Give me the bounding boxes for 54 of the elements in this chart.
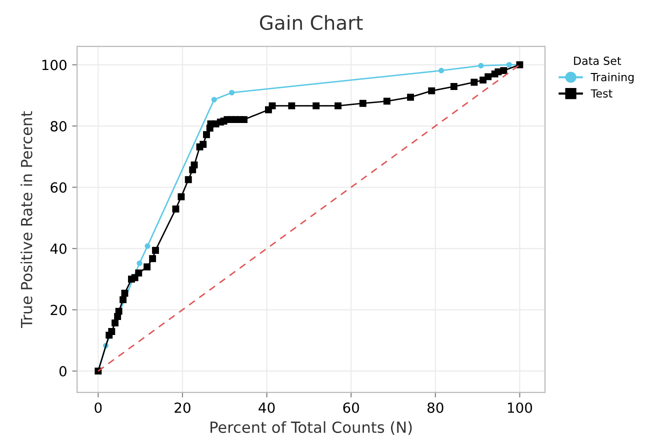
point (428, 87, 436, 94)
point (211, 96, 217, 102)
point (200, 140, 207, 148)
point (136, 260, 142, 266)
point (480, 76, 486, 84)
point (383, 98, 390, 105)
x-tick-label: 100 (508, 402, 532, 413)
point (268, 102, 276, 110)
y-tick-label: 80 (50, 120, 66, 132)
point (144, 243, 150, 249)
y-tick-label: 0 (59, 366, 66, 377)
x-tick-label: 80 (428, 402, 444, 413)
point (144, 263, 151, 270)
x-tick-label: 0 (94, 402, 102, 413)
x-axis-title: Percent of Total Counts (N) (210, 421, 412, 435)
point (438, 68, 444, 74)
y-tick-label: 40 (50, 243, 66, 254)
point (500, 67, 508, 74)
point (135, 270, 142, 277)
point (229, 90, 235, 96)
point (407, 94, 414, 101)
point (108, 328, 116, 336)
point (190, 161, 198, 168)
y-tick-label: 20 (50, 304, 66, 316)
x-tick-label: 40 (258, 402, 275, 413)
point (178, 193, 185, 200)
legend-label: Test (590, 89, 612, 98)
point (484, 73, 492, 80)
point (120, 296, 127, 304)
point (470, 78, 478, 86)
point (334, 102, 342, 110)
point (506, 62, 512, 68)
y-tick-label: 100 (42, 60, 66, 70)
point (478, 62, 484, 68)
y-axis-title: True Positive Rate in Percent (20, 111, 32, 328)
point (184, 176, 192, 184)
x-tick-label: 20 (174, 402, 190, 413)
legend-title: Data Set (574, 56, 622, 65)
point (152, 246, 159, 254)
point (112, 319, 119, 326)
point (240, 116, 248, 124)
point (172, 206, 180, 212)
y-tick-label: 60 (50, 182, 66, 193)
x-tick-label: 60 (343, 402, 360, 413)
chart-title: Gain Chart (260, 14, 363, 30)
point (450, 83, 458, 90)
point (149, 255, 156, 262)
legend-label: Training (590, 72, 634, 84)
point (288, 102, 296, 110)
point (312, 102, 320, 110)
point (203, 131, 210, 138)
point (121, 290, 128, 297)
point (115, 308, 122, 315)
point (359, 100, 366, 107)
